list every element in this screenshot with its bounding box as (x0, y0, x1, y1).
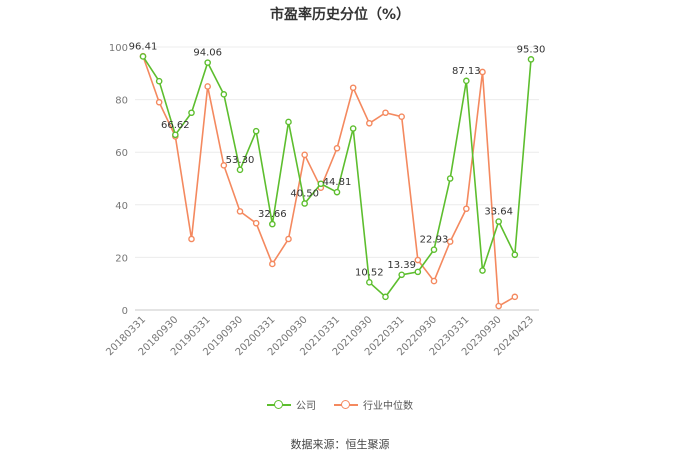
data-point (382, 293, 389, 301)
data-point (430, 246, 438, 253)
data-label: 10.52 (355, 267, 384, 278)
data-point (463, 77, 470, 85)
y-tick-label: 80 (115, 96, 128, 107)
legend-swatch-industry-median-icon (334, 399, 358, 410)
y-tick-label: 0 (122, 306, 128, 317)
data-label: 40.50 (290, 188, 319, 199)
data-label: 32.66 (258, 209, 287, 220)
data-point (511, 251, 519, 259)
data-point (155, 77, 163, 85)
data-point (366, 119, 373, 127)
data-point (349, 84, 357, 92)
data-point (333, 144, 341, 152)
data-label: 13.39 (387, 260, 416, 271)
y-tick-label: 60 (115, 148, 128, 159)
data-point (366, 279, 373, 286)
y-tick-label: 20 (115, 253, 128, 264)
data-label: 53.30 (226, 155, 255, 166)
data-point (220, 91, 228, 98)
data-point (188, 109, 195, 117)
data-point (317, 180, 325, 188)
data-point (139, 53, 147, 60)
data-point (333, 188, 341, 196)
data-point (446, 175, 454, 182)
data-point (269, 260, 276, 268)
data-point (446, 238, 454, 245)
chart-title: 市盈率历史分位（%） (269, 7, 411, 23)
line-chart: 0204060801002018033120180930201903312019… (104, 41, 546, 358)
data-point (414, 268, 422, 276)
data-point (301, 200, 308, 207)
legend-label-industry-median: 行业中位数 (363, 401, 413, 412)
data-point (479, 68, 486, 76)
data-point (527, 56, 535, 63)
data-point (188, 235, 195, 243)
data-point (301, 151, 308, 159)
data-point (204, 59, 211, 66)
data-label: 66.62 (161, 120, 190, 131)
legend: 公司 行业中位数 (0, 397, 680, 412)
data-label: 33.64 (484, 207, 513, 218)
data-point (236, 166, 244, 174)
data-point (479, 267, 486, 274)
y-tick-label: 100 (109, 43, 128, 54)
legend-item-industry-median[interactable]: 行业中位数 (334, 397, 413, 412)
data-point (220, 162, 228, 169)
data-point (252, 219, 260, 227)
data-point (398, 271, 405, 279)
series-line-1 (142, 55, 516, 307)
data-label: 22.93 (420, 235, 449, 246)
data-point (430, 277, 438, 285)
data-point (285, 118, 292, 126)
legend-swatch-company-icon (267, 399, 291, 410)
data-label: 44.81 (323, 177, 352, 188)
data-label: 94.06 (193, 48, 222, 59)
data-point (463, 205, 470, 213)
data-point (172, 131, 179, 139)
data-point (414, 256, 422, 264)
legend-label-company: 公司 (296, 401, 316, 412)
legend-item-company[interactable]: 公司 (267, 397, 316, 412)
data-point (236, 208, 244, 215)
data-point (382, 109, 389, 117)
data-point (495, 218, 502, 225)
data-label: 87.13 (452, 66, 481, 77)
data-point (252, 127, 260, 135)
data-label: 95.30 (517, 44, 546, 55)
data-point (398, 113, 405, 120)
data-point (269, 220, 276, 228)
data-source-note: 数据来源：恒生聚源 (290, 438, 390, 451)
data-point (285, 235, 292, 243)
data-label: 96.41 (129, 41, 158, 52)
data-point (204, 83, 211, 90)
data-point (155, 98, 163, 106)
data-point (511, 293, 519, 301)
data-point (349, 125, 357, 132)
data-point (495, 302, 502, 310)
y-tick-label: 40 (115, 201, 128, 212)
